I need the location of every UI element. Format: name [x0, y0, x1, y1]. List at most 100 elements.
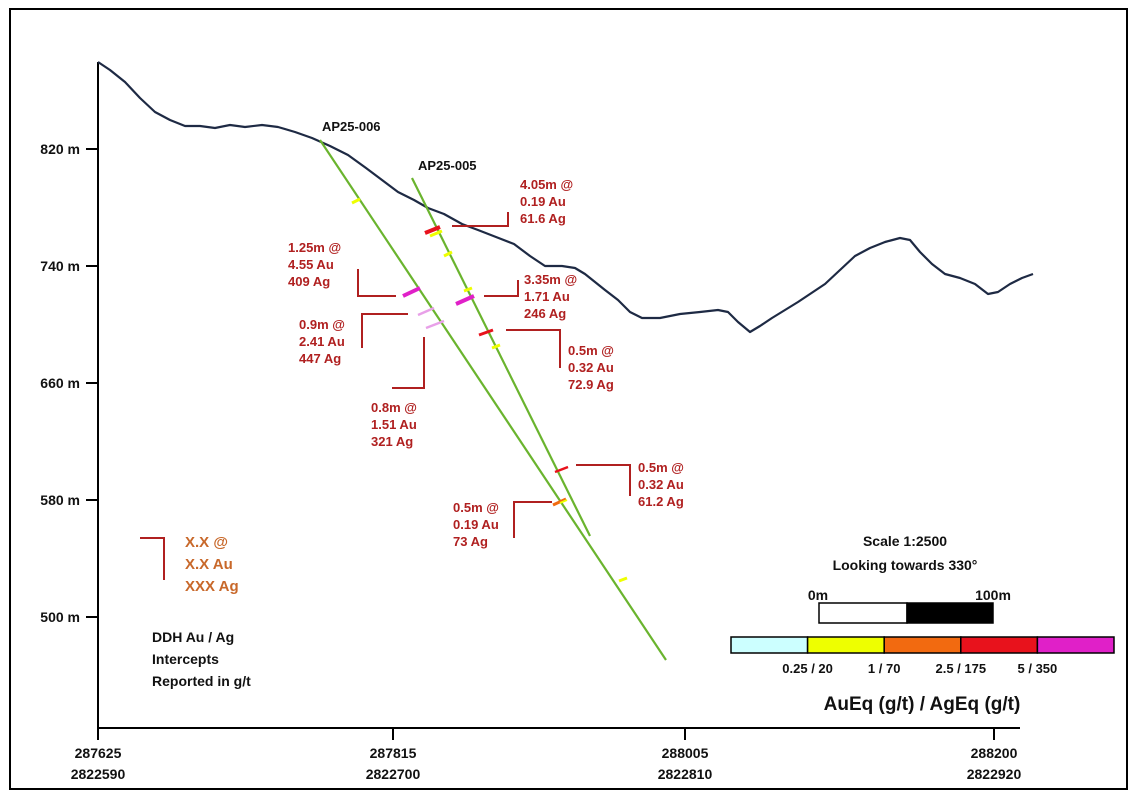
intercept-line: 0.5m @ [568, 343, 614, 358]
intercept-line: 0.5m @ [453, 500, 499, 515]
template-line: X.X Au [185, 556, 233, 573]
intercept-line: 0.9m @ [299, 317, 345, 332]
intercept-label: 0.9m @ 2.41 Au 447 Ag [299, 317, 345, 366]
intercept-line: 0.5m @ [638, 460, 684, 475]
scale-direction: Looking towards 330° [833, 557, 978, 573]
intercept-line: 61.6 Ag [520, 211, 566, 226]
intercept-line: 2.41 Au [299, 334, 345, 349]
intercept-line: 0.8m @ [371, 400, 417, 415]
scale-end-label: 100m [975, 587, 1011, 603]
intercept-line: 4.55 Au [288, 257, 334, 272]
y-axis-ticks: 820 m 740 m 660 m 580 m 500 m [40, 141, 98, 625]
note-line: Reported in g/t [152, 673, 251, 689]
legend-template-leader [140, 537, 165, 580]
leader-4-05m [452, 212, 509, 227]
intercept-label: 1.25m @ 4.55 Au 409 Ag [288, 240, 341, 289]
scale-start-label: 0m [808, 587, 828, 603]
hole-label-ap25-005: AP25-005 [418, 158, 477, 173]
color-scale-swatch [1036, 636, 1115, 654]
color-scale-label: 2.5 / 175 [935, 661, 986, 676]
mark-yellow [618, 576, 628, 583]
mark-orange [552, 497, 567, 507]
leader-0-9m [361, 313, 408, 348]
mark-magenta [417, 306, 435, 317]
x-tick-northing: 2822810 [658, 766, 713, 782]
x-axis-ticks: 287625 2822590 287815 2822700 288005 2822810 2… [71, 728, 1022, 782]
leader-0-5m-c [513, 501, 552, 538]
x-tick-northing: 2822920 [967, 766, 1022, 782]
color-scale-swatch [730, 636, 809, 654]
color-scale-swatch [806, 636, 885, 654]
intercept-labels: 4.05m @ 0.19 Au 61.6 Ag 1.25m @ 4.55 Au 409 … [288, 177, 684, 549]
mark-red [554, 465, 569, 474]
template-line: XXX Ag [185, 578, 239, 595]
color-scale-title: AuEq (g/t) / AgEq (g/t) [824, 694, 1021, 715]
intercept-line: 0.19 Au [520, 194, 566, 209]
mark-yellow [491, 343, 501, 350]
y-tick-label: 820 m [40, 141, 80, 157]
y-tick-label: 580 m [40, 492, 80, 508]
intercept-line: 246 Ag [524, 306, 566, 321]
x-tick-easting: 287625 [75, 745, 122, 761]
leader-0-5m-b [576, 464, 631, 496]
color-scale-swatch [883, 636, 962, 654]
intercept-line: 409 Ag [288, 274, 330, 289]
x-tick-easting: 288005 [662, 745, 709, 761]
scale-title: Scale 1:2500 [863, 533, 947, 549]
leader-1-25m [357, 269, 396, 297]
intercept-line: 0.19 Au [453, 517, 499, 532]
topography-line [97, 61, 1034, 334]
intercept-line: 61.2 Ag [638, 494, 684, 509]
mark-magenta [402, 286, 421, 298]
drill-trace-ap25-006 [319, 139, 667, 661]
color-scale-label: 5 / 350 [1018, 661, 1058, 676]
x-tick-northing: 2822700 [366, 766, 421, 782]
scale-bar-black [906, 602, 994, 624]
intercept-line: 4.05m @ [520, 177, 573, 192]
intercept-label: 4.05m @ 0.19 Au 61.6 Ag [520, 177, 573, 226]
intercept-line: 73 Ag [453, 534, 488, 549]
legend-template-label: X.X @ X.X Au XXX Ag [185, 534, 239, 595]
intercept-line: 447 Ag [299, 351, 341, 366]
mark-yellow [463, 286, 473, 293]
x-tick-northing: 2822590 [71, 766, 126, 782]
ddh-note: DDH Au / Ag Intercepts Reported in g/t [152, 629, 251, 689]
color-scale-bar [730, 636, 1115, 654]
mark-red [478, 328, 494, 337]
drill-trace-ap25-005 [411, 177, 591, 537]
leader-0-8m [392, 337, 425, 389]
mark-yellow [559, 499, 568, 504]
intercept-line: 3.35m @ [524, 272, 577, 287]
intercept-line: 321 Ag [371, 434, 413, 449]
color-scale-labels: 0.25 / 20 1 / 70 2.5 / 175 5 / 350 [782, 661, 1057, 676]
intercept-line: 72.9 Ag [568, 377, 614, 392]
x-tick-easting: 287815 [370, 745, 417, 761]
mark-red [424, 225, 441, 235]
intercept-label: 0.5m @ 0.32 Au 61.2 Ag [638, 460, 684, 509]
intercept-leaders [357, 212, 631, 538]
intercept-line: 1.51 Au [371, 417, 417, 432]
intercept-marks [351, 197, 628, 583]
figure-frame [9, 8, 1128, 790]
note-line: DDH Au / Ag [152, 629, 234, 645]
scale-bar-white [818, 602, 908, 624]
mark-yellow [443, 250, 453, 258]
y-tick-label: 660 m [40, 375, 80, 391]
mark-yellow [351, 197, 361, 205]
x-tick-easting: 288200 [971, 745, 1018, 761]
intercept-label: 0.5m @ 0.19 Au 73 Ag [453, 500, 499, 549]
mark-magenta [455, 294, 475, 306]
intercept-line: 0.32 Au [568, 360, 614, 375]
y-tick-label: 500 m [40, 609, 80, 625]
intercept-line: 0.32 Au [638, 477, 684, 492]
leader-3-35m [484, 280, 519, 297]
color-scale-label: 0.25 / 20 [782, 661, 833, 676]
mark-magenta [425, 319, 445, 330]
color-scale-label: 1 / 70 [868, 661, 901, 676]
intercept-line: 1.71 Au [524, 289, 570, 304]
note-line: Intercepts [152, 651, 219, 667]
intercept-label: 0.8m @ 1.51 Au 321 Ag [371, 400, 417, 449]
y-tick-label: 740 m [40, 258, 80, 274]
intercept-line: 1.25m @ [288, 240, 341, 255]
